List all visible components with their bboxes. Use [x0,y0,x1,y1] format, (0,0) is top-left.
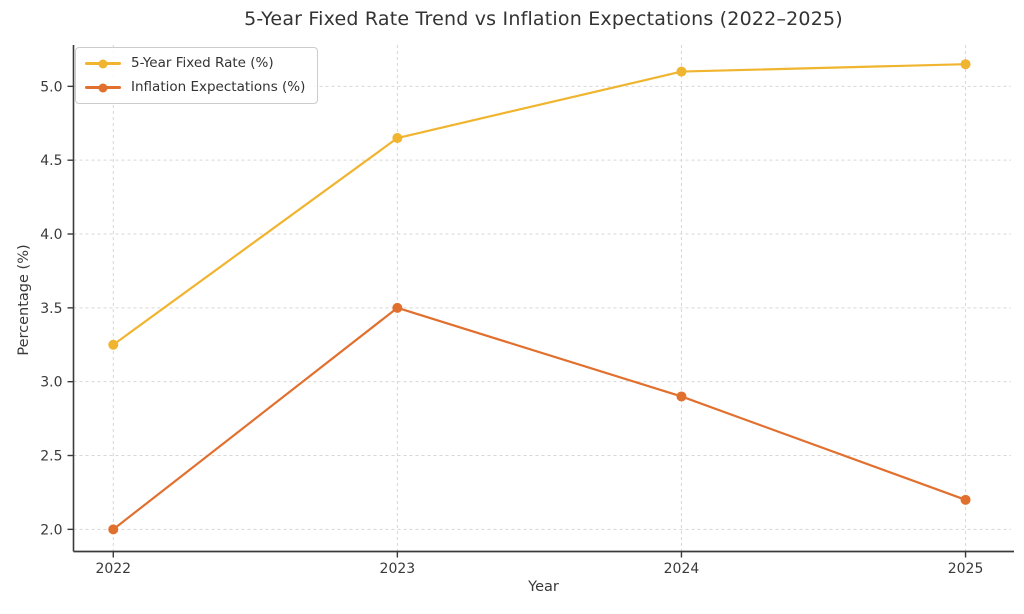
axis-tick-labels: 2.0 2.5 3.0 3.5 4.0 4.5 5.0 2022 2023 2024 2025 [40,79,983,577]
series-0 [108,59,971,350]
legend-marker-icon [85,59,121,68]
y-tick-label: 4.0 [40,227,62,243]
legend-label: Inflation Expectations (%) [131,79,306,95]
legend-item: 5-Year Fixed Rate (%) [85,55,305,72]
data-point [960,494,971,505]
data-point [676,391,687,402]
y-tick-label: 2.0 [40,522,62,538]
legend: 5-Year Fixed Rate (%) Inflation Expectati… [75,47,319,104]
data-point [392,302,403,313]
x-tick-label: 2023 [380,561,416,577]
series-line [112,306,967,531]
chart-title: 5-Year Fixed Rate Trend vs Inflation Exp… [244,8,843,30]
x-tick-label: 2022 [95,561,131,577]
legend-label: 5-Year Fixed Rate (%) [131,55,274,71]
y-tick-label: 5.0 [40,79,62,95]
data-point [108,524,119,535]
data-point [108,339,119,350]
x-axis-label: Year [528,579,559,595]
x-tick-label: 2024 [664,561,700,577]
gridlines [73,45,1011,552]
series-line [112,63,967,346]
legend-dot-icon [98,59,108,68]
y-tick-label: 3.0 [40,375,62,391]
x-tick-label: 2025 [948,561,984,577]
series-1 [108,302,971,535]
y-tick-label: 3.5 [40,301,62,317]
legend-dot-icon [98,83,108,92]
data-point [960,59,971,70]
y-tick-label: 4.5 [40,153,62,169]
axis-ticks [67,85,967,558]
y-axis-label: Percentage (%) [16,244,32,356]
y-tick-label: 2.5 [40,449,62,465]
data-point [392,133,403,144]
data-point [676,66,687,77]
legend-marker-icon [85,83,121,92]
legend-item: Inflation Expectations (%) [85,79,305,96]
